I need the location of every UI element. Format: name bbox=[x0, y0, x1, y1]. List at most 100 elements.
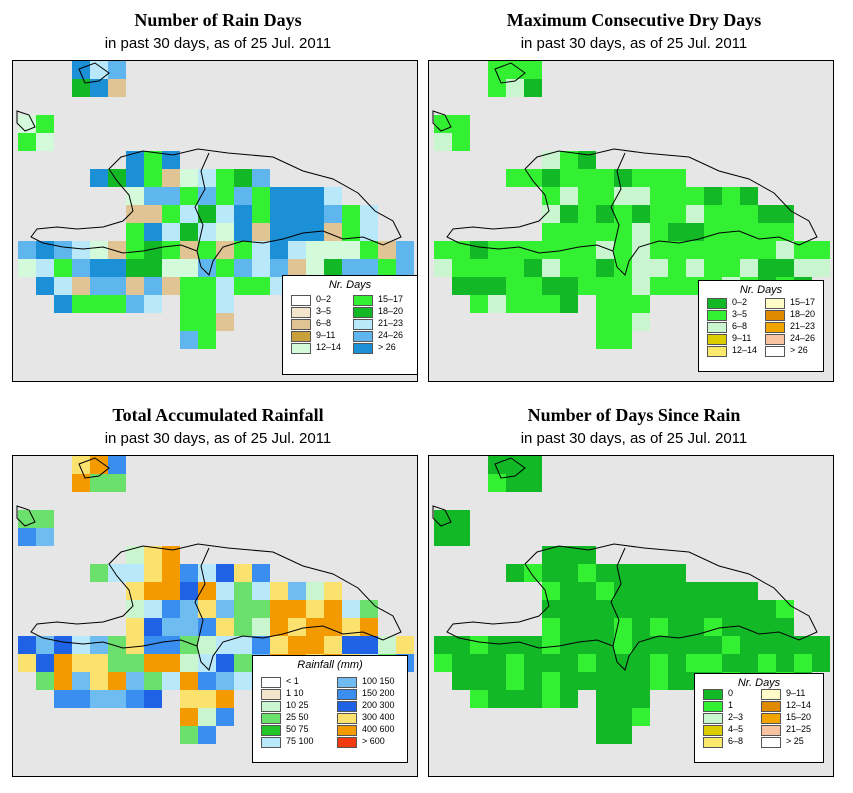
grid-cell bbox=[270, 600, 288, 618]
grid-cell bbox=[270, 205, 288, 223]
grid-cell bbox=[722, 259, 740, 277]
grid-cell bbox=[198, 169, 216, 187]
grid-cell bbox=[180, 313, 198, 331]
grid-cell bbox=[452, 259, 470, 277]
grid-cell bbox=[542, 205, 560, 223]
grid-cell bbox=[252, 241, 270, 259]
grid-cell bbox=[252, 169, 270, 187]
grid-cell bbox=[650, 277, 668, 295]
grid-cell bbox=[378, 259, 396, 277]
grid-cell bbox=[542, 618, 560, 636]
grid-cell bbox=[686, 259, 704, 277]
grid-cell bbox=[288, 259, 306, 277]
grid-cell bbox=[216, 205, 234, 223]
grid-cell bbox=[740, 582, 758, 600]
legend-swatch bbox=[707, 310, 727, 321]
grid-cell bbox=[704, 636, 722, 654]
grid-cell bbox=[596, 331, 614, 349]
grid-cell bbox=[470, 636, 488, 654]
grid-cell bbox=[198, 636, 216, 654]
legend-swatch bbox=[765, 346, 785, 357]
grid-cell bbox=[144, 564, 162, 582]
grid-cell bbox=[252, 205, 270, 223]
grid-cell bbox=[614, 205, 632, 223]
grid-cell bbox=[108, 241, 126, 259]
grid-cell bbox=[360, 259, 378, 277]
grid-cell bbox=[596, 636, 614, 654]
grid-cell bbox=[632, 313, 650, 331]
grid-cell bbox=[162, 169, 180, 187]
grid-cell bbox=[650, 169, 668, 187]
grid-cell bbox=[234, 241, 252, 259]
grid-cell bbox=[686, 187, 704, 205]
grid-cell bbox=[36, 259, 54, 277]
grid-cell bbox=[578, 169, 596, 187]
grid-cell bbox=[108, 654, 126, 672]
grid-cell bbox=[72, 61, 90, 79]
grid-cell bbox=[542, 654, 560, 672]
grid-cell bbox=[542, 259, 560, 277]
legend-swatch bbox=[261, 713, 281, 724]
grid-cell bbox=[126, 672, 144, 690]
legend-label: 12–14 bbox=[316, 342, 342, 352]
grid-cell bbox=[506, 241, 524, 259]
grid-cell bbox=[560, 564, 578, 582]
grid-cell bbox=[614, 223, 632, 241]
grid-cell bbox=[578, 546, 596, 564]
grid-cell bbox=[126, 259, 144, 277]
grid-cell bbox=[288, 636, 306, 654]
grid-cell bbox=[632, 295, 650, 313]
grid-cell bbox=[704, 241, 722, 259]
grid-cell bbox=[596, 295, 614, 313]
grid-cell bbox=[90, 636, 108, 654]
grid-cell bbox=[488, 295, 506, 313]
legend-swatch bbox=[707, 298, 727, 309]
grid-cell bbox=[234, 672, 252, 690]
grid-cell bbox=[378, 241, 396, 259]
grid-cell bbox=[542, 277, 560, 295]
grid-cell bbox=[506, 277, 524, 295]
grid-cell bbox=[632, 277, 650, 295]
grid-cell bbox=[794, 654, 812, 672]
grid-cell bbox=[632, 241, 650, 259]
grid-cell bbox=[234, 582, 252, 600]
grid-cell bbox=[288, 582, 306, 600]
grid-cell bbox=[396, 241, 414, 259]
grid-cell bbox=[126, 205, 144, 223]
legend-label: > 600 bbox=[362, 736, 385, 746]
legend-swatch bbox=[703, 725, 723, 736]
grid-cell bbox=[542, 187, 560, 205]
grid-cell bbox=[90, 690, 108, 708]
grid-cell bbox=[614, 331, 632, 349]
grid-cell bbox=[776, 241, 794, 259]
grid-cell bbox=[18, 654, 36, 672]
grid-cell bbox=[578, 277, 596, 295]
grid-cell bbox=[18, 528, 36, 546]
legend-label: 6–8 bbox=[732, 321, 748, 331]
legend-swatch bbox=[353, 331, 373, 342]
grid-map bbox=[432, 61, 830, 349]
grid-cell bbox=[740, 187, 758, 205]
legend-label: 0–2 bbox=[732, 297, 748, 307]
grid-cell bbox=[162, 223, 180, 241]
grid-cell bbox=[596, 187, 614, 205]
grid-cell bbox=[668, 187, 686, 205]
grid-cell bbox=[452, 654, 470, 672]
grid-cell bbox=[162, 187, 180, 205]
legend-swatch bbox=[337, 689, 357, 700]
grid-cell bbox=[506, 564, 524, 582]
grid-cell bbox=[524, 636, 542, 654]
grid-cell bbox=[488, 241, 506, 259]
grid-cell bbox=[452, 672, 470, 690]
grid-cell bbox=[144, 259, 162, 277]
grid-cell bbox=[794, 241, 812, 259]
grid-cell bbox=[632, 690, 650, 708]
grid-cell bbox=[162, 600, 180, 618]
grid-cell bbox=[614, 636, 632, 654]
grid-cell bbox=[470, 690, 488, 708]
grid-cell bbox=[632, 564, 650, 582]
legend-swatch bbox=[703, 701, 723, 712]
grid-cell bbox=[378, 636, 396, 654]
grid-cell bbox=[704, 187, 722, 205]
grid-cell bbox=[650, 672, 668, 690]
